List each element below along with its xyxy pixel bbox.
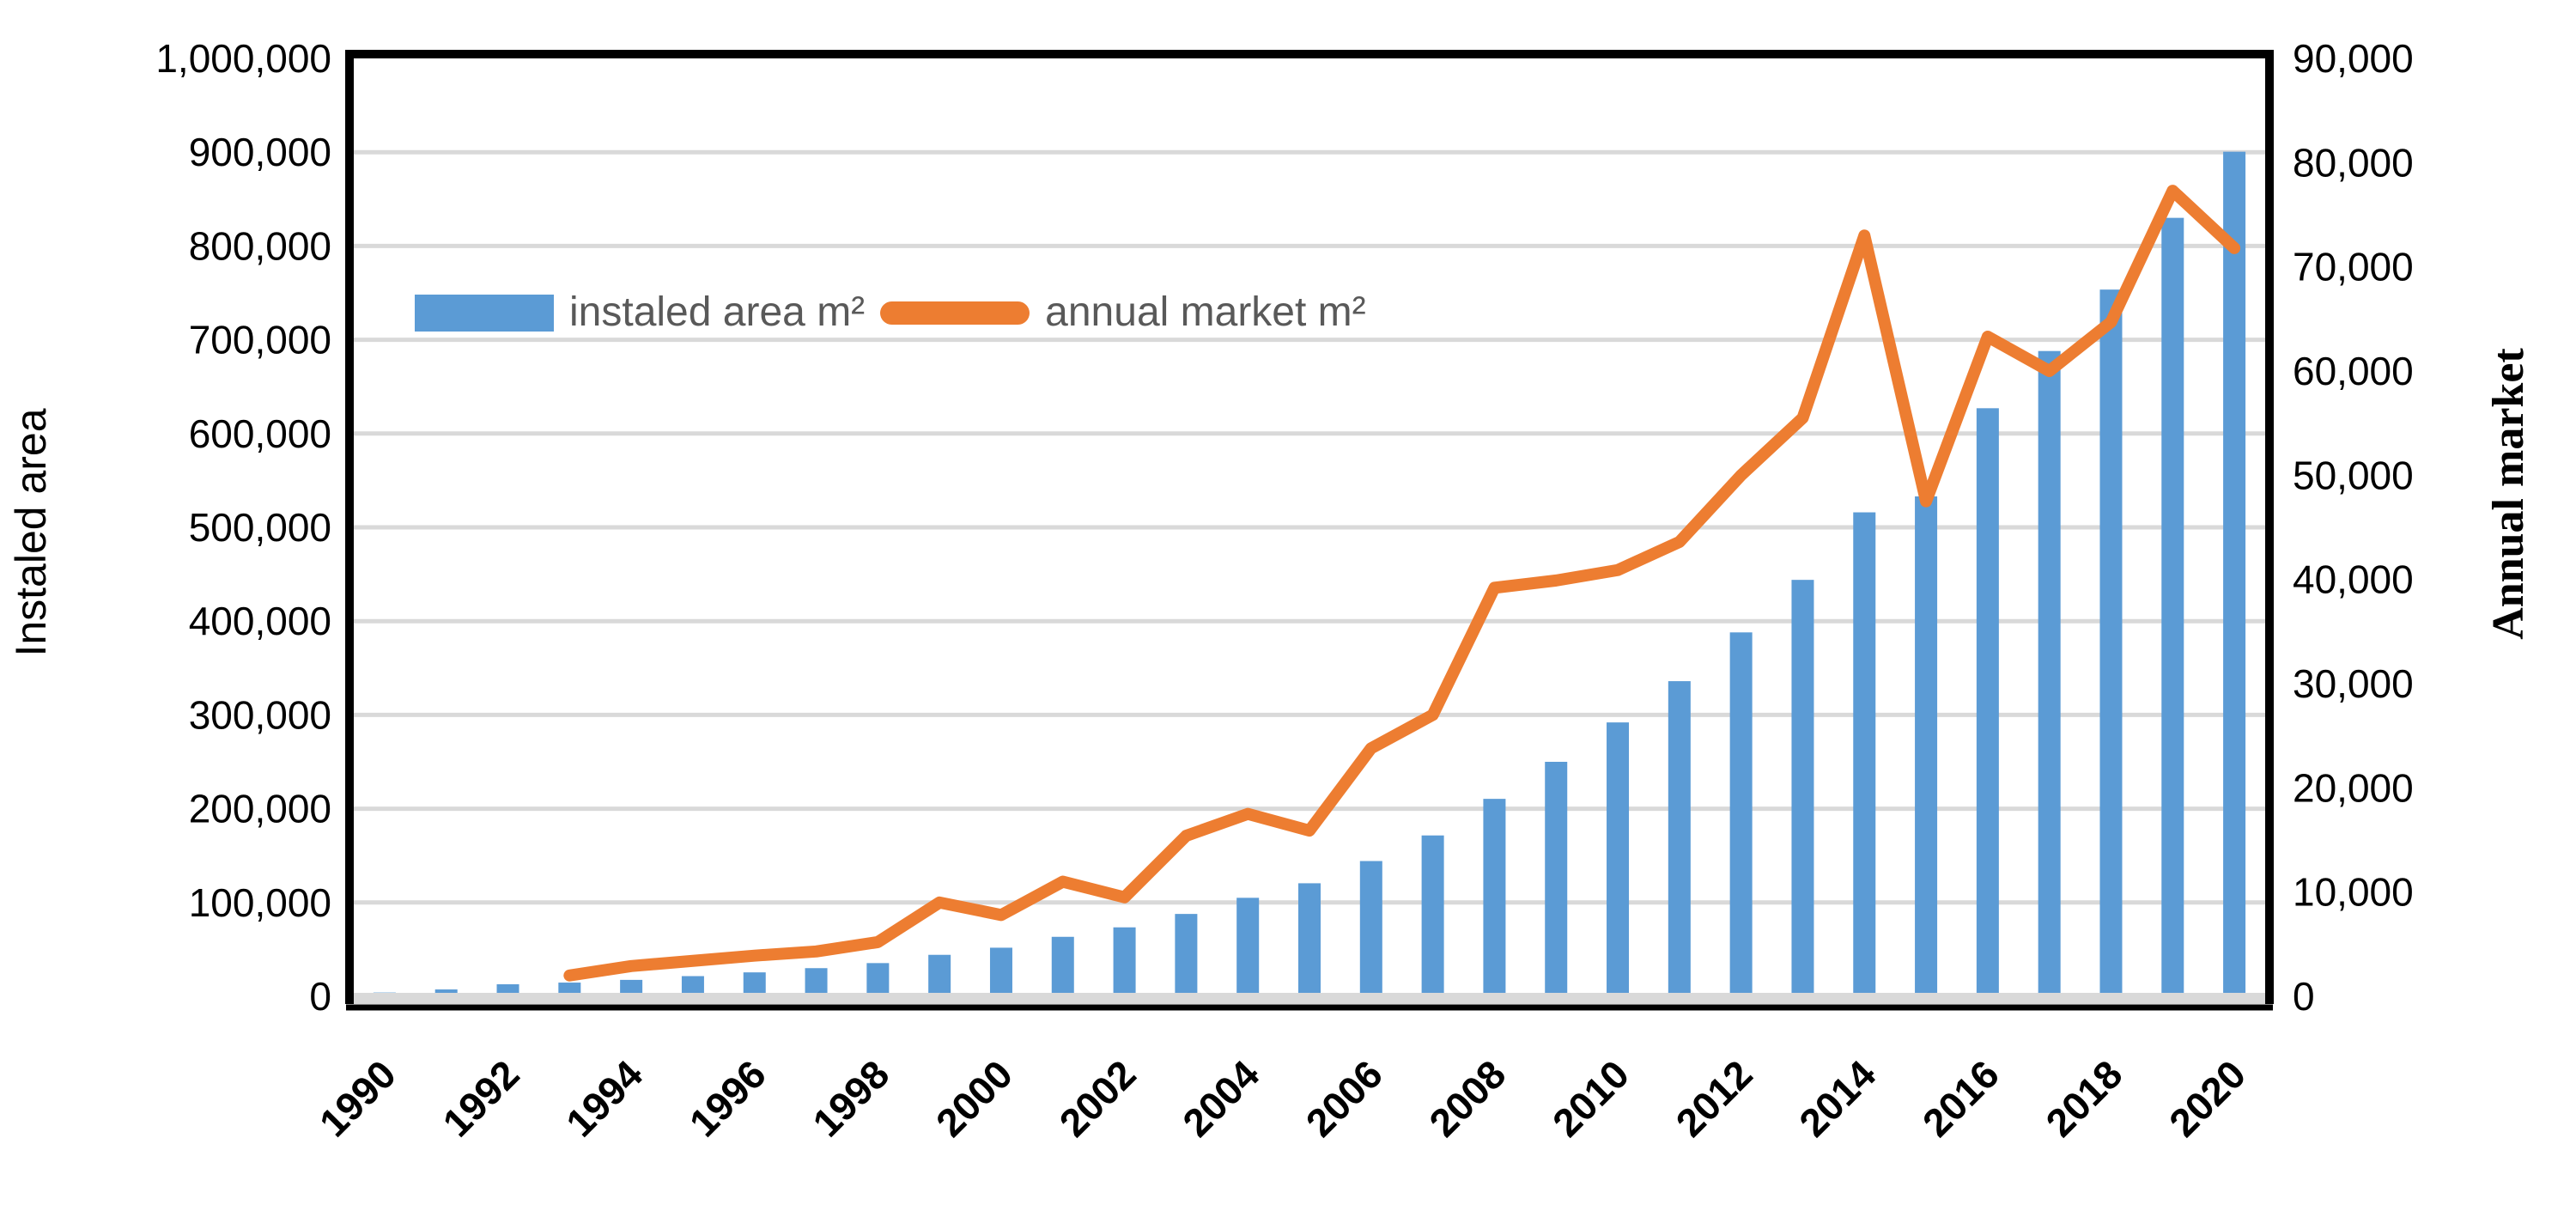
line-series-swatch-icon <box>880 301 1030 325</box>
bar-2002 <box>1113 927 1136 999</box>
legend: instaled area m² annual market m² <box>415 289 1366 337</box>
bar-2015 <box>1915 496 1938 999</box>
y-right-tick-label: 40,000 <box>2293 557 2414 602</box>
y-right-tick-label: 80,000 <box>2293 140 2414 185</box>
bar-2009 <box>1545 762 1568 999</box>
bar-2013 <box>1791 580 1814 999</box>
bar-series-swatch-icon <box>415 294 554 332</box>
bar-2006 <box>1359 861 1382 999</box>
x-tick-label: 2012 <box>1668 1051 1761 1145</box>
x-tick-label: 1998 <box>804 1051 897 1145</box>
annual-market-line <box>563 185 2241 982</box>
x-tick-label: 2020 <box>2160 1051 2254 1145</box>
bar-2014 <box>1853 512 1876 999</box>
x-tick-label: 2008 <box>1420 1051 1514 1145</box>
y-right-tick-label: 70,000 <box>2293 245 2414 289</box>
y-left-tick-label: 100,000 <box>189 880 331 925</box>
y-left-tick-label: 400,000 <box>189 599 331 643</box>
x-tick-label: 1994 <box>557 1051 651 1145</box>
bar-2005 <box>1298 883 1321 999</box>
y-right-tick-label: 0 <box>2293 974 2315 1019</box>
y-left-tick-label: 700,000 <box>189 318 331 362</box>
plot-border <box>345 50 2274 1004</box>
x-axis-line <box>346 993 2273 1004</box>
bar-1999 <box>928 954 951 999</box>
x-tick-label: 2002 <box>1051 1051 1145 1145</box>
bar-2003 <box>1175 914 1198 999</box>
x-tick-label: 1996 <box>681 1051 775 1145</box>
y-left-tick-label: 500,000 <box>189 505 331 550</box>
bar-2012 <box>1729 632 1753 999</box>
bar-2010 <box>1607 722 1630 999</box>
y-right-tick-label: 10,000 <box>2293 870 2414 915</box>
x-tick-label: 2010 <box>1544 1051 1637 1145</box>
bar-2008 <box>1483 799 1506 999</box>
x-tick-label: 2000 <box>927 1051 1021 1145</box>
y-right-tick-label: 90,000 <box>2293 36 2414 81</box>
bar-2016 <box>1976 408 1999 999</box>
bar-2017 <box>2038 350 2061 1000</box>
x-tick-label: 1992 <box>434 1051 527 1145</box>
bar-2000 <box>989 947 1012 999</box>
y-left-tick-label: 300,000 <box>189 692 331 737</box>
bar-2007 <box>1421 835 1444 999</box>
y-right-tick-label: 60,000 <box>2293 349 2414 393</box>
y-left-tick-label: 200,000 <box>189 787 331 831</box>
bar-2019 <box>2161 217 2184 999</box>
x-tick-label: 2014 <box>1790 1051 1884 1145</box>
y-right-tick-label: 30,000 <box>2293 661 2414 706</box>
bar-2018 <box>2099 289 2123 1000</box>
bar-2020 <box>2223 151 2246 1000</box>
x-tick-label: 2006 <box>1297 1051 1391 1145</box>
bar-2004 <box>1236 898 1260 999</box>
x-tick-label: 1990 <box>311 1051 404 1145</box>
bar-2011 <box>1668 681 1691 999</box>
bar-2001 <box>1051 936 1074 999</box>
right-axis-title: Annual market <box>2484 348 2533 640</box>
y-left-tick-label: 1,000,000 <box>155 36 331 81</box>
y-left-tick-label: 0 <box>309 974 331 1019</box>
y-right-tick-label: 20,000 <box>2293 765 2414 810</box>
y-right-tick-label: 50,000 <box>2293 453 2414 497</box>
x-tick-label: 2016 <box>1914 1051 2008 1145</box>
x-tick-label: 2018 <box>2037 1051 2130 1145</box>
y-left-tick-label: 600,000 <box>189 411 331 456</box>
y-left-tick-label: 800,000 <box>189 223 331 268</box>
x-tick-label: 2004 <box>1174 1051 1267 1145</box>
bar-series-legend-label: instaled area m² <box>569 289 866 335</box>
line-series-legend-label: annual market m² <box>1045 289 1366 335</box>
left-axis-title: Instaled area <box>7 408 55 657</box>
y-left-tick-label: 900,000 <box>189 130 331 174</box>
